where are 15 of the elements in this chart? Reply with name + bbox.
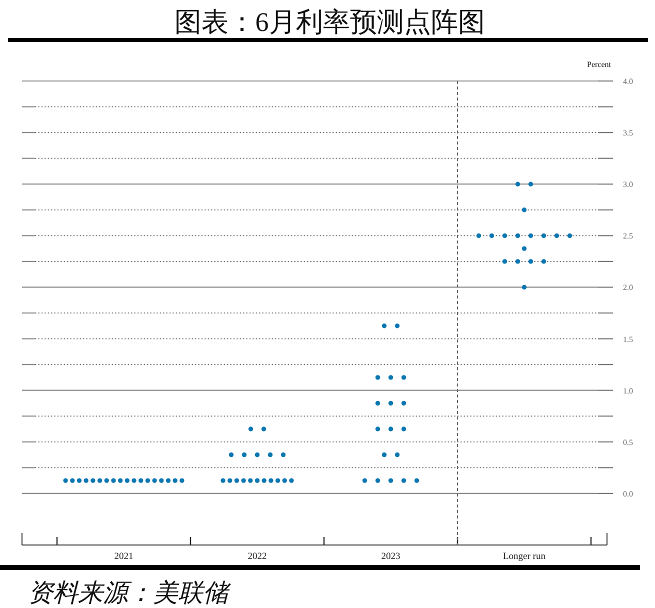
tick-label: 2.0 <box>623 283 633 292</box>
ylabel: Percent <box>587 60 611 69</box>
tick-label: 3.5 <box>623 128 633 138</box>
tick-label: 2022 <box>248 552 267 562</box>
tick-label: Longer run <box>503 552 546 562</box>
tick-label: 2023 <box>381 552 400 562</box>
tick-label: 1.0 <box>623 386 633 396</box>
tick-label: 3.0 <box>623 180 633 190</box>
tick-label: 4.0 <box>623 77 633 86</box>
tick-label: 0.5 <box>623 438 633 447</box>
tick-label: 2021 <box>114 552 134 562</box>
tick-label: 2.5 <box>623 232 633 241</box>
tick-label: 1.5 <box>623 334 633 344</box>
tick-label: 0.0 <box>623 489 633 498</box>
title: 图表：6月利率预测点阵图 <box>174 7 485 37</box>
